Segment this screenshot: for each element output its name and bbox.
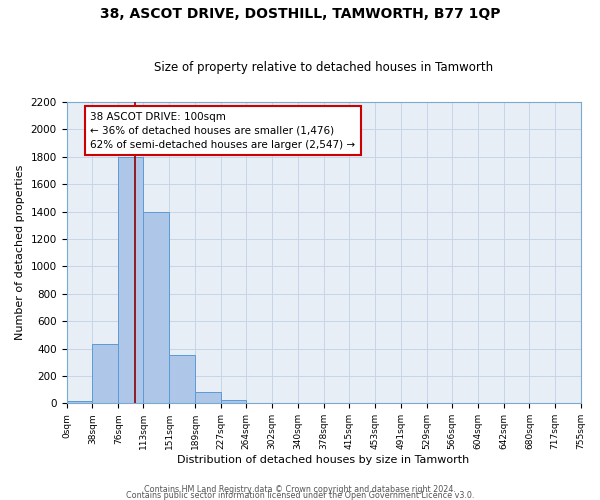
Text: Contains public sector information licensed under the Open Government Licence v3: Contains public sector information licen…: [126, 490, 474, 500]
Text: Contains HM Land Registry data © Crown copyright and database right 2024.: Contains HM Land Registry data © Crown c…: [144, 484, 456, 494]
Bar: [246, 402, 272, 404]
Bar: [67, 400, 92, 404]
X-axis label: Distribution of detached houses by size in Tamworth: Distribution of detached houses by size …: [178, 455, 470, 465]
Bar: [92, 344, 118, 404]
Title: Size of property relative to detached houses in Tamworth: Size of property relative to detached ho…: [154, 62, 493, 74]
Text: 38, ASCOT DRIVE, DOSTHILL, TAMWORTH, B77 1QP: 38, ASCOT DRIVE, DOSTHILL, TAMWORTH, B77…: [100, 8, 500, 22]
Bar: [195, 392, 221, 404]
Y-axis label: Number of detached properties: Number of detached properties: [15, 165, 25, 340]
Bar: [169, 356, 195, 404]
Bar: [221, 400, 246, 404]
Bar: [118, 157, 143, 404]
Bar: [143, 212, 169, 404]
Text: 38 ASCOT DRIVE: 100sqm
← 36% of detached houses are smaller (1,476)
62% of semi-: 38 ASCOT DRIVE: 100sqm ← 36% of detached…: [91, 112, 355, 150]
